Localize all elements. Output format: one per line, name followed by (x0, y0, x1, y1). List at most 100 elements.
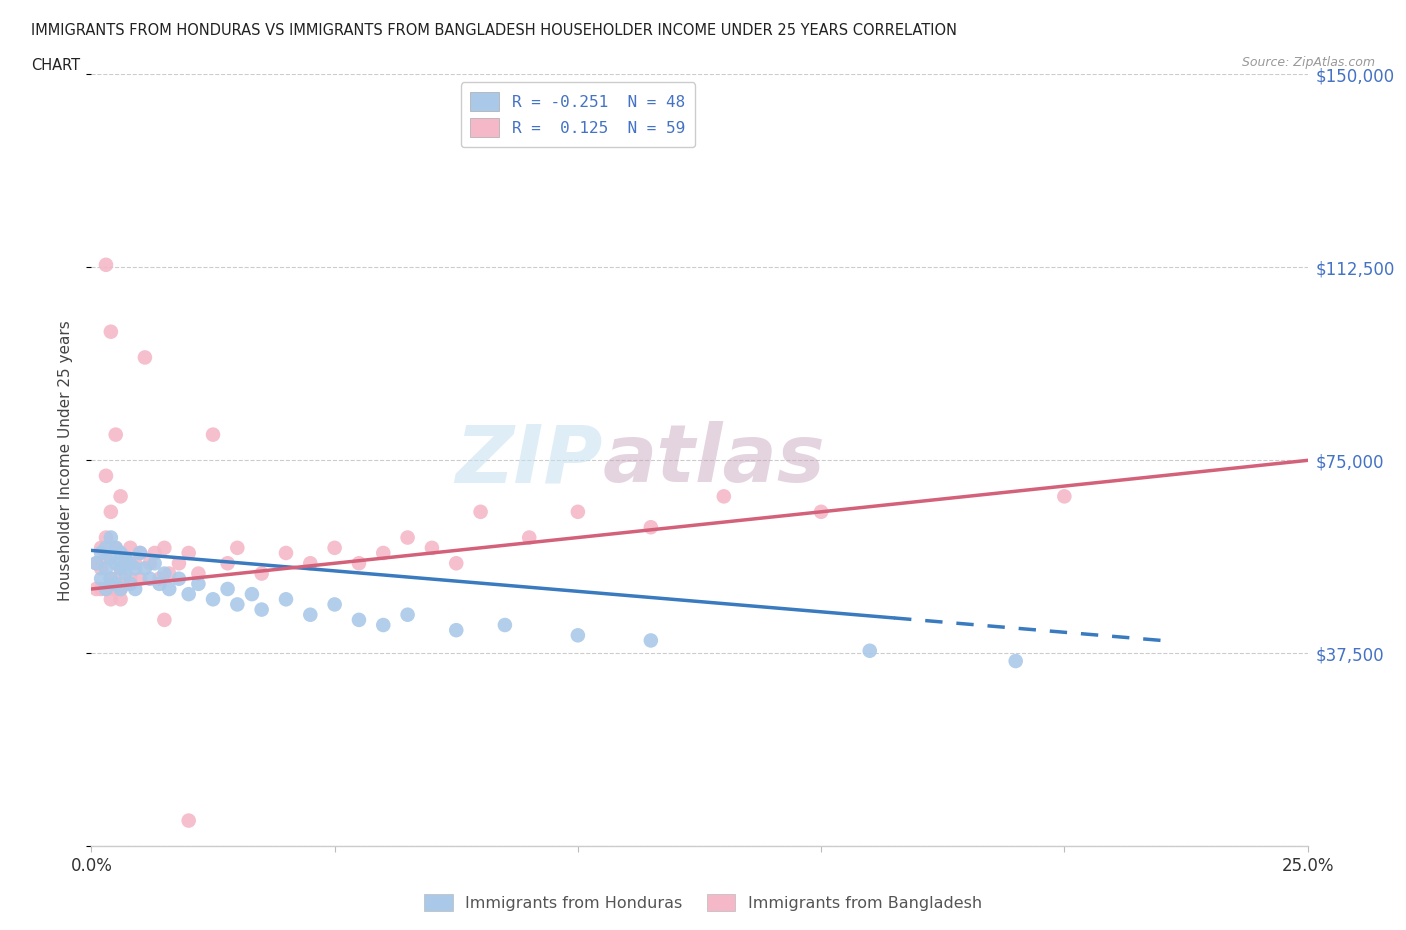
Point (100, 591, 122, 606)
Point (94, 540, 117, 555)
Point (100, 571, 122, 586)
Point (396, 607, 419, 622)
Text: ZIP: ZIP (454, 421, 602, 499)
Point (226, 597, 249, 612)
Point (100, 551, 122, 565)
Point (470, 504, 492, 519)
Point (134, 561, 156, 576)
Point (94, 551, 117, 565)
Point (94, 469, 117, 484)
Point (139, 571, 162, 586)
Point (396, 530, 419, 545)
Point (120, 556, 142, 571)
Point (373, 546, 395, 561)
Point (120, 577, 142, 591)
Point (274, 546, 297, 561)
Point (104, 571, 127, 586)
Point (104, 540, 127, 555)
Point (444, 623, 467, 638)
Point (494, 618, 516, 632)
Point (240, 587, 263, 602)
Point (567, 504, 589, 519)
Point (84, 556, 107, 571)
Point (640, 520, 662, 535)
Point (94, 581, 117, 596)
Point (299, 607, 322, 622)
Point (143, 556, 166, 571)
Point (567, 628, 589, 643)
Point (100, 530, 122, 545)
Point (100, 325, 122, 339)
Point (90, 546, 112, 561)
Point (202, 591, 225, 606)
Point (124, 556, 146, 571)
Point (84, 556, 107, 571)
Point (167, 556, 190, 571)
Point (250, 566, 273, 581)
Point (157, 581, 180, 596)
Point (148, 571, 170, 586)
Point (124, 581, 146, 596)
Point (1004, 654, 1026, 669)
Text: CHART: CHART (31, 58, 80, 73)
Point (134, 350, 156, 365)
Point (859, 644, 882, 658)
Point (177, 587, 200, 602)
Point (110, 591, 132, 606)
Point (217, 581, 239, 596)
Point (139, 556, 162, 571)
Y-axis label: Householder Income Under 25 years: Householder Income Under 25 years (58, 320, 73, 601)
Point (713, 489, 735, 504)
Point (444, 556, 467, 571)
Point (1053, 489, 1076, 504)
Point (90, 571, 112, 586)
Point (90, 561, 112, 576)
Point (250, 602, 273, 617)
Point (202, 427, 225, 442)
Point (129, 571, 152, 586)
Point (323, 540, 346, 555)
Point (104, 577, 127, 591)
Point (110, 561, 132, 576)
Point (640, 633, 662, 648)
Point (810, 504, 832, 519)
Point (110, 546, 132, 561)
Point (187, 577, 209, 591)
Point (373, 618, 395, 632)
Point (177, 813, 200, 828)
Point (420, 540, 443, 555)
Point (90, 540, 112, 555)
Point (94, 258, 117, 272)
Point (217, 556, 239, 571)
Point (104, 556, 127, 571)
Point (153, 566, 176, 581)
Point (114, 551, 136, 565)
Point (100, 571, 122, 586)
Point (114, 556, 136, 571)
Point (110, 581, 132, 596)
Point (104, 540, 127, 555)
Text: IMMIGRANTS FROM HONDURAS VS IMMIGRANTS FROM BANGLADESH HOUSEHOLDER INCOME UNDER : IMMIGRANTS FROM HONDURAS VS IMMIGRANTS F… (31, 23, 957, 38)
Point (129, 546, 152, 561)
Point (274, 591, 297, 606)
Point (114, 566, 136, 581)
Point (517, 530, 540, 545)
Text: atlas: atlas (602, 421, 825, 499)
Point (323, 597, 346, 612)
Point (143, 546, 166, 561)
Point (129, 546, 152, 561)
Point (167, 571, 190, 586)
Point (124, 561, 146, 576)
Point (100, 504, 122, 519)
Text: Source: ZipAtlas.com: Source: ZipAtlas.com (1241, 56, 1375, 69)
Point (94, 581, 117, 596)
Point (110, 561, 132, 576)
Point (84, 581, 107, 596)
Legend: R = -0.251  N = 48, R =  0.125  N = 59: R = -0.251 N = 48, R = 0.125 N = 59 (461, 83, 695, 147)
Point (120, 571, 142, 586)
Point (226, 540, 249, 555)
Point (104, 427, 127, 442)
Point (120, 540, 142, 555)
Point (94, 530, 117, 545)
Point (157, 566, 180, 581)
